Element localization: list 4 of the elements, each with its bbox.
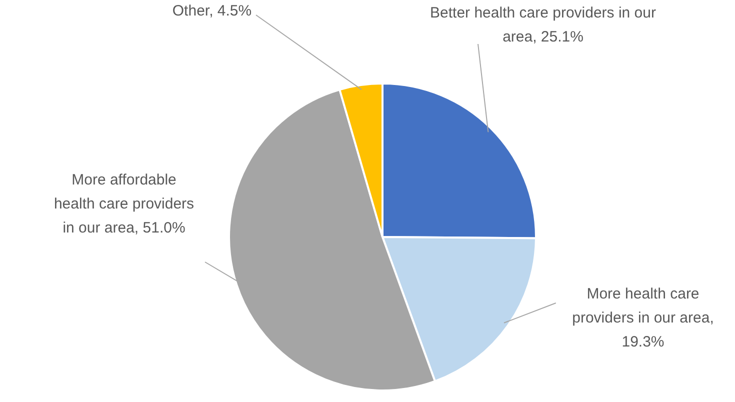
- slice-label: Other, 4.5%: [172, 2, 252, 20]
- slice-label: More affordable health care providers in our area, 51.0%: [54, 172, 194, 237]
- slice-label: More health care providers in our area, 19.3%: [572, 286, 714, 351]
- slice-label: Better health care providers in our area, 25.1%: [430, 4, 656, 46]
